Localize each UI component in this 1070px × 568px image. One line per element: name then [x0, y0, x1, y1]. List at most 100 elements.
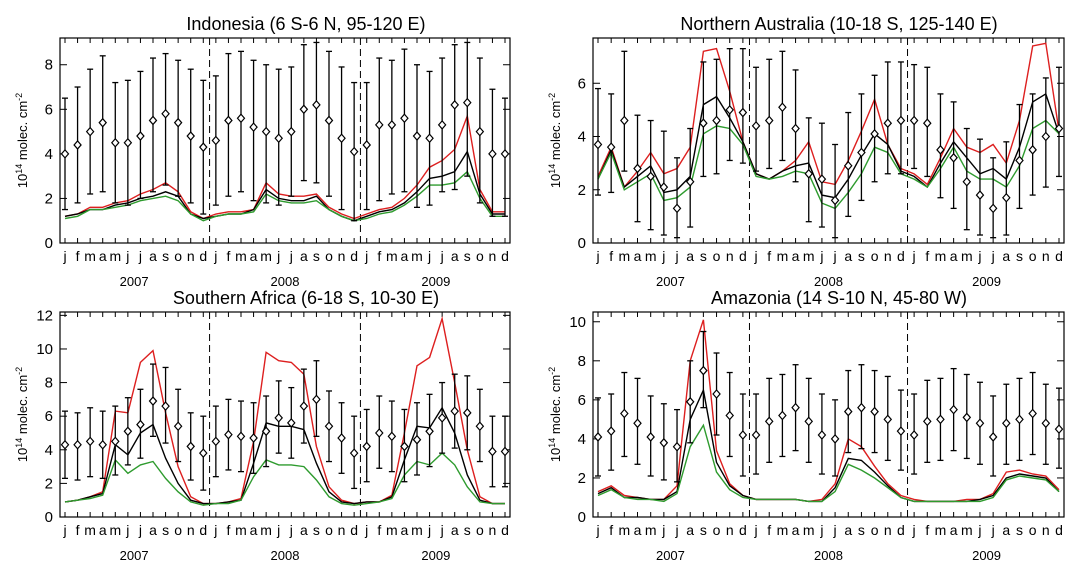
obs-diamond: [936, 144, 945, 155]
obs-diamond: [1028, 144, 1037, 155]
obs-point: [173, 59, 183, 197]
series-line-red: [64, 315, 505, 505]
y-tick-label: 2: [578, 182, 586, 199]
panel-northern-australia: Northern Australia (10-18 S, 125-140 E) …: [547, 14, 1065, 289]
obs-diamond: [98, 439, 108, 450]
obs-point: [633, 114, 642, 223]
obs-point: [312, 41, 321, 184]
x-tick-label: o: [1029, 522, 1037, 538]
x-tick-label: j: [753, 522, 757, 538]
obs-diamond: [620, 408, 629, 419]
obs-diamond: [870, 406, 879, 417]
x-tick-label: o: [476, 522, 484, 538]
obs-point: [1002, 141, 1011, 236]
obs-diamond: [425, 426, 434, 437]
x-tick-label: o: [1029, 248, 1037, 264]
y-tick-label: 0: [578, 509, 586, 526]
obs-diamond: [738, 430, 748, 440]
x-tick-label: d: [1055, 522, 1063, 538]
obs-diamond: [387, 119, 397, 130]
obs-diamond: [161, 108, 170, 119]
obs-diamond: [1041, 418, 1051, 429]
x-tick-label: j: [440, 248, 444, 264]
series-line-black: [64, 406, 505, 505]
obs-point: [198, 79, 208, 215]
obs-diamond: [857, 147, 866, 158]
obs-diamond: [274, 412, 284, 423]
obs-point: [936, 377, 945, 462]
y-tick-label: 4: [45, 146, 53, 163]
obs-diamond: [198, 142, 208, 153]
obs-point: [830, 399, 840, 477]
obs-point: [620, 371, 629, 458]
obs-diamond: [606, 142, 616, 153]
x-tick-label: j: [674, 522, 678, 538]
obs-point: [922, 379, 932, 463]
x-tick-label: a: [950, 522, 958, 538]
obs-diamond: [98, 117, 108, 128]
obs-point: [186, 68, 196, 204]
x-tick-label: d: [199, 248, 207, 264]
obs-point: [857, 93, 866, 202]
x-tick-label: o: [713, 522, 721, 538]
obs-diamond: [712, 115, 721, 126]
obs-point: [437, 57, 447, 193]
obs-diamond: [186, 441, 196, 452]
obs-diamond: [909, 115, 919, 126]
y-tick-label: 2: [578, 470, 586, 487]
obs-point: [337, 66, 346, 211]
obs-point: [843, 369, 853, 454]
obs-point: [751, 66, 761, 172]
x-tick-label: n: [187, 248, 195, 264]
y-tick-label: 10: [36, 341, 53, 358]
obs-point: [870, 74, 879, 183]
obs-diamond: [488, 148, 497, 159]
obs-point: [261, 64, 271, 204]
obs-diamond: [922, 118, 932, 129]
series-line-red: [597, 319, 1060, 503]
y-tick-label: 2: [45, 190, 53, 207]
obs-point: [148, 57, 158, 193]
x-tick-label: a: [844, 522, 852, 538]
plot-frame: [592, 311, 1065, 518]
obs-diamond: [186, 131, 196, 141]
obs-diamond: [606, 426, 616, 437]
x-tick-label: d: [501, 248, 509, 264]
obs-diamond: [936, 414, 945, 425]
obs-point: [425, 70, 434, 206]
x-tick-label: m: [777, 522, 789, 538]
obs-diamond: [975, 418, 985, 429]
obs-diamond: [437, 412, 447, 423]
obs-point: [387, 400, 397, 473]
x-tick-label: n: [489, 522, 497, 538]
obs-diamond: [425, 133, 434, 144]
obs-point: [804, 117, 814, 223]
obs-diamond: [224, 429, 233, 440]
obs-point: [161, 52, 170, 186]
obs-diamond: [949, 404, 958, 415]
obs-diamond: [349, 448, 359, 459]
obs-point: [60, 410, 70, 480]
x-tick-label: n: [726, 522, 734, 538]
x-tick-label: m: [645, 248, 657, 264]
x-tick-label: f: [609, 522, 613, 538]
obs-point: [975, 138, 985, 236]
x-tick-label: a: [451, 248, 459, 264]
panel-title: Southern Africa (6-18 S, 10-30 E): [173, 288, 439, 308]
obs-point: [896, 61, 906, 175]
y-tick-label: 4: [578, 129, 586, 146]
x-tick-label: o: [871, 248, 879, 264]
obs-point: [261, 395, 271, 468]
obs-diamond: [699, 365, 708, 376]
x-tick-label: n: [338, 522, 346, 538]
x-tick-label: f: [767, 522, 771, 538]
obs-diamond: [725, 104, 735, 115]
obs-diamond: [620, 115, 629, 126]
y-tick-label: 4: [578, 431, 586, 448]
x-tick-label: s: [464, 248, 471, 264]
obs-point: [1041, 77, 1051, 188]
obs-diamond: [830, 433, 840, 444]
obs-point: [672, 157, 682, 239]
obs-diamond: [633, 418, 642, 429]
x-tick-label: d: [1055, 248, 1063, 264]
